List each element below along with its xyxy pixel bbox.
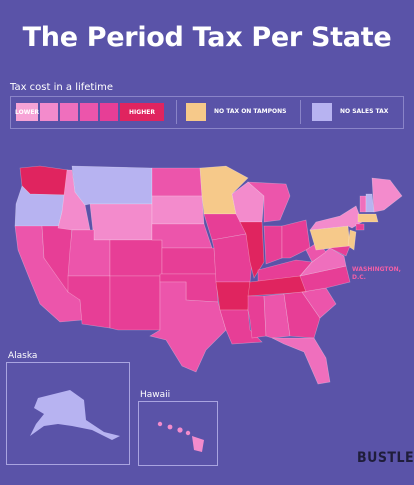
state-maine bbox=[371, 177, 403, 213]
legend-swatch-lower: LOWER bbox=[14, 103, 40, 121]
state-maryland bbox=[328, 245, 351, 257]
legend-swatch-2 bbox=[40, 103, 58, 121]
state-south-dakota bbox=[151, 195, 205, 225]
state-north-dakota bbox=[151, 167, 203, 197]
legend-swatch-higher: HIGHER bbox=[120, 103, 164, 121]
legend-no-sales-tax-label: NO SALES TAX bbox=[340, 108, 389, 115]
legend-divider bbox=[300, 100, 301, 124]
state-new-york bbox=[309, 205, 363, 231]
hawaii-label: Hawaii bbox=[140, 390, 171, 400]
legend-swatch-3 bbox=[60, 103, 78, 121]
alaska-shape bbox=[30, 390, 120, 440]
state-massachusetts bbox=[357, 213, 379, 223]
state-alabama bbox=[263, 293, 291, 339]
legend-swatch-4 bbox=[80, 103, 98, 121]
state-kansas bbox=[161, 247, 217, 275]
state-washington bbox=[19, 165, 69, 196]
legend-swatch-no-sales-tax bbox=[312, 103, 332, 121]
legend-swatch-5 bbox=[100, 103, 118, 121]
state-new-mexico bbox=[109, 275, 161, 331]
state-florida bbox=[271, 337, 331, 385]
state-montana bbox=[71, 165, 153, 206]
state-texas bbox=[149, 281, 227, 373]
hawaii-inset-box bbox=[138, 401, 218, 466]
state-colorado bbox=[109, 239, 163, 277]
legend-higher-label: HIGHER bbox=[129, 108, 155, 116]
legend-heading: Tax cost in a lifetime bbox=[10, 82, 114, 93]
legend-swatch-no-tampon-tax bbox=[186, 103, 206, 121]
bustle-logo: BUSTLE bbox=[357, 450, 414, 466]
state-new-jersey bbox=[347, 229, 357, 251]
hawaii-shape bbox=[157, 421, 204, 452]
state-connecticut bbox=[355, 223, 365, 231]
state-wyoming bbox=[89, 203, 153, 241]
state-missouri bbox=[211, 233, 253, 283]
dc-label: WASHINGTON, D.C. bbox=[352, 266, 401, 281]
legend-divider bbox=[176, 100, 177, 124]
alaska-label: Alaska bbox=[8, 351, 38, 361]
legend-box bbox=[10, 96, 404, 129]
state-virginia bbox=[299, 247, 347, 277]
state-ohio bbox=[281, 219, 311, 259]
page-title: The Period Tax Per State bbox=[22, 22, 392, 53]
state-michigan bbox=[247, 181, 291, 223]
legend-lower-label: LOWER bbox=[14, 108, 40, 116]
state-vermont bbox=[359, 195, 367, 213]
state-arkansas bbox=[215, 281, 251, 311]
state-georgia bbox=[283, 291, 321, 339]
state-indiana bbox=[263, 225, 283, 265]
legend-no-tampon-tax-label: NO TAX ON TAMPONS bbox=[214, 108, 287, 115]
alaska-inset-box bbox=[6, 362, 130, 465]
state-illinois bbox=[239, 221, 265, 279]
state-south-carolina bbox=[301, 287, 337, 319]
